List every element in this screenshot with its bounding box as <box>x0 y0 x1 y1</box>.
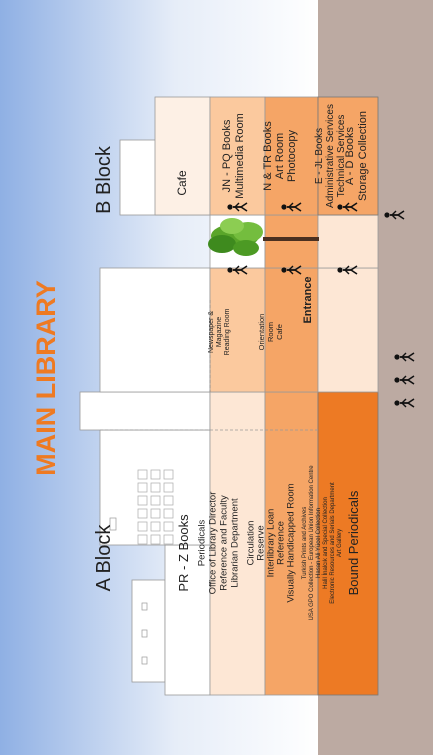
a-floor1-label: CirculationReserveInterlibrary LoanRefer… <box>246 483 297 602</box>
b-block-building <box>119 96 379 216</box>
label-line: Photocopy <box>286 130 298 182</box>
a-block-label: A Block <box>93 524 115 592</box>
person-icon <box>281 202 302 212</box>
window <box>150 495 161 506</box>
window <box>137 508 148 519</box>
person-icon <box>281 265 302 275</box>
window <box>163 521 174 532</box>
window-grid <box>137 469 174 545</box>
label-line: Art Room <box>274 133 286 179</box>
label-line: Newspaper & <box>208 311 215 353</box>
person-icon <box>227 265 248 275</box>
label-line: Librarian Department <box>229 498 240 588</box>
label-line: Art Gallery <box>337 529 343 557</box>
bridge <box>209 214 379 269</box>
tree-icon <box>208 218 319 256</box>
middle-building <box>99 267 379 393</box>
window <box>163 534 174 545</box>
label-line: Halil İnalcık and Special Collection <box>322 497 329 589</box>
window <box>163 495 174 506</box>
window <box>150 534 161 545</box>
window <box>137 469 148 480</box>
window <box>150 508 161 519</box>
label-line: Room <box>266 322 275 342</box>
window <box>163 469 174 480</box>
people <box>227 202 415 408</box>
label-line: Circulation <box>246 521 257 566</box>
person-icon <box>394 352 415 362</box>
window <box>150 482 161 493</box>
window <box>163 482 174 493</box>
entrance-label: Entrance <box>302 276 314 323</box>
label-line: Cafe <box>275 324 284 340</box>
label-line: Reading Room <box>224 308 231 355</box>
label-line: Reference <box>276 521 287 565</box>
window <box>150 469 161 480</box>
label-line: Electronic Resources and Serials Departm… <box>330 482 336 604</box>
b-floor0-label: A - D BooksStorage Collection <box>344 111 369 201</box>
person-icon <box>384 210 405 220</box>
label-line: Reserve <box>256 525 267 560</box>
person-icon <box>337 202 358 212</box>
b-cafe-label: Cafe <box>175 170 189 196</box>
label-line: N & TR Books <box>262 121 274 191</box>
a-top-floor-label: PR - Z Books <box>176 514 191 592</box>
b-floor1-label: E - JL BooksAdministrative ServicesTechn… <box>314 104 347 208</box>
label-line: USA GPO Collection - European Union Info… <box>309 465 315 621</box>
window <box>137 534 148 545</box>
person-icon <box>337 265 358 275</box>
a-basement-label: Bound Periodicals <box>346 490 361 595</box>
orientation-label: OrientationRoomCafe <box>257 314 284 351</box>
window <box>137 521 148 532</box>
page-title: MAIN LIBRARY <box>31 280 61 476</box>
window <box>137 482 148 493</box>
label-line: Multimedia Room <box>234 113 246 199</box>
label-line: Administrative Services <box>325 104 336 208</box>
label-line: Reference and Faculty <box>218 495 229 591</box>
label-line: JN - PQ Books <box>221 119 233 192</box>
label-line: Periodicals <box>196 520 207 567</box>
b-floor2-label: N & TR BooksArt RoomPhotocopy <box>262 121 298 191</box>
label-line: Magazine <box>216 317 223 347</box>
b-floor3-label: JN - PQ BooksMultimedia Room <box>221 113 246 199</box>
label-line: Hasan Ali Yücel Collection <box>316 508 322 578</box>
window <box>137 495 148 506</box>
label-line: Turkish Prints and Archives <box>302 507 308 579</box>
a-ground-label: Turkish Prints and ArchivesUSA GPO Colle… <box>302 465 343 621</box>
b-block-label: B Block <box>93 145 115 214</box>
label-line: Office of Library Director <box>207 492 218 595</box>
label-line: Orientation <box>257 314 266 351</box>
person-icon <box>394 398 415 408</box>
label-line: Technical Services <box>336 115 347 198</box>
window <box>163 508 174 519</box>
label-line: Visually Handicapped Room <box>286 483 297 602</box>
person-icon <box>227 202 248 212</box>
label-line: E - JL Books <box>314 128 325 184</box>
label-line: Interlibrary Loan <box>266 509 277 578</box>
a-floor2-label: PeriodicalsOffice of Library DirectorRef… <box>196 492 240 595</box>
person-icon <box>394 375 415 385</box>
label-line: A - D Books <box>344 126 356 185</box>
newspaper-room-label: Newspaper &MagazineReading Room <box>208 308 231 355</box>
label-line: Storage Collection <box>357 111 369 201</box>
window <box>150 521 161 532</box>
